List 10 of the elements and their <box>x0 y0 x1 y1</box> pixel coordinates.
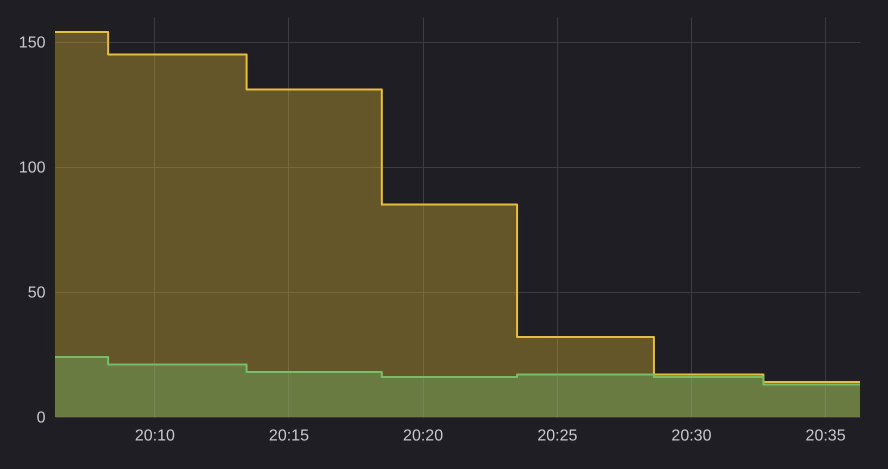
y-tick-label: 50 <box>28 284 46 302</box>
x-tick-label: 20:30 <box>671 428 712 444</box>
x-tick-label: 20:10 <box>134 428 175 444</box>
y-tick-label: 100 <box>18 160 46 176</box>
y-tick-label: 150 <box>18 34 46 52</box>
x-tick-label: 20:15 <box>268 428 310 444</box>
x-tick-label: 20:25 <box>537 428 578 444</box>
y-tick-label: 0 <box>36 410 46 426</box>
x-tick-label: 20:20 <box>403 428 444 444</box>
x-tick-label: 20:35 <box>806 428 846 444</box>
